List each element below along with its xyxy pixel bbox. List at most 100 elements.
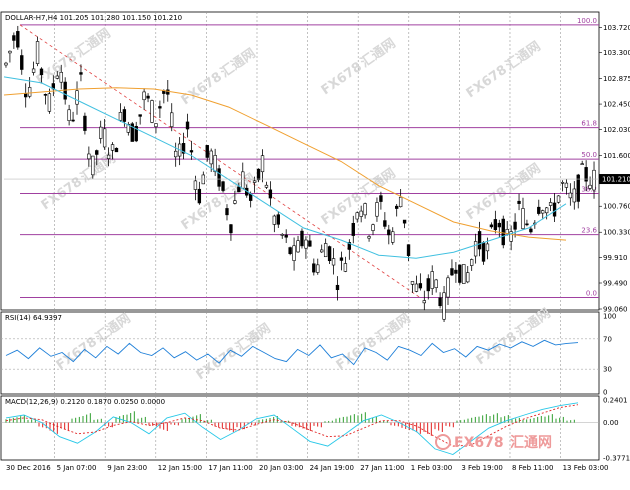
candle-bear: [217, 168, 221, 187]
candle-bear: [83, 115, 87, 131]
candle-bull: [233, 200, 237, 204]
candle-bull: [106, 154, 111, 159]
fib-level-label: 0.0: [586, 290, 597, 298]
candle-bear: [284, 234, 288, 238]
macd-tick-label: -0.3771: [603, 455, 630, 463]
candle-bear: [300, 230, 304, 247]
candle-bull: [505, 229, 509, 234]
candle-bull: [292, 245, 296, 261]
candle-bear: [20, 55, 24, 70]
x-tick-label: 8 Feb 11:00: [512, 464, 553, 472]
candle-bull: [375, 202, 379, 217]
candle-bull: [343, 263, 348, 272]
candle-bull: [296, 240, 300, 253]
candle-bear: [351, 222, 355, 236]
candle-bull: [544, 207, 549, 214]
y-tick-label: 101.600: [603, 152, 630, 160]
candle-bull: [485, 243, 490, 252]
watermark-text: 汇通网: [217, 45, 258, 80]
candle-bull: [35, 41, 40, 64]
candle-bear: [71, 119, 75, 122]
y-tick-label: 100.760: [603, 203, 630, 211]
candle-bull: [173, 150, 178, 158]
candle-bear: [537, 206, 541, 214]
candle-bear: [248, 193, 253, 201]
rsi-title: RSI(14) 64.9397: [5, 314, 62, 322]
candle-bear: [122, 109, 127, 122]
candle-bear: [493, 219, 498, 231]
candle-bear: [181, 143, 186, 154]
candle-bear: [221, 181, 225, 191]
macd-panel-frame: [0, 395, 600, 461]
y-tick-label: 103.720: [603, 24, 630, 32]
candle-bear: [16, 31, 20, 48]
macd-tick-label: 0.00: [603, 419, 619, 427]
x-tick-label: 1 Feb 03:00: [411, 464, 452, 472]
candle-bear: [458, 264, 462, 283]
candle-bull: [473, 241, 478, 257]
candle-bull: [359, 210, 363, 217]
fib-level-label: 38.2: [581, 186, 597, 194]
x-tick-label: 17 Jan 11:00: [208, 464, 252, 472]
fib-level-label: 61.8: [581, 120, 597, 128]
candle-bear: [276, 214, 280, 225]
candle-bear: [418, 283, 423, 289]
macd-tick-label: 0.2401: [603, 397, 628, 405]
y-tick-label: 102.030: [603, 126, 630, 134]
candle-bull: [102, 128, 107, 148]
candle-bear: [513, 221, 517, 230]
rsi-tick-label: 100: [603, 313, 616, 321]
candle-bull: [118, 112, 123, 121]
y-tick-label: 103.300: [603, 49, 630, 57]
candle-bear: [79, 72, 83, 75]
candle-bear: [308, 240, 312, 247]
candle-bull: [304, 239, 308, 249]
candle-bull: [548, 202, 553, 206]
candle-bull: [521, 208, 525, 230]
watermark-text: 汇通网: [357, 165, 398, 200]
candle-bear: [327, 246, 332, 262]
last-price-label: 101.210: [602, 176, 630, 184]
candle-bear: [138, 114, 142, 117]
candle-bull: [316, 264, 320, 273]
candle-bull: [556, 195, 561, 203]
watermark-brand: FX678: [194, 345, 240, 384]
candle-bear: [229, 224, 233, 234]
candle-bear: [517, 200, 521, 204]
candle-bull: [422, 300, 427, 304]
fib-level-label: 23.6: [581, 227, 597, 235]
candle-bull: [241, 171, 245, 189]
moving-averages: [3, 76, 567, 259]
candle-bull: [47, 93, 52, 112]
y-tick-label: 102.875: [603, 75, 630, 83]
x-tick-label: 24 Jan 19:00: [310, 464, 354, 472]
candle-bull: [509, 231, 513, 242]
candle-bull: [99, 126, 103, 139]
candle-bear: [225, 208, 229, 216]
candle-bull: [87, 153, 91, 160]
candle-bear: [43, 94, 48, 96]
candle-bull: [91, 155, 95, 176]
candle-bear: [426, 278, 430, 292]
candle-bear: [402, 219, 407, 224]
candle-bull: [363, 203, 367, 216]
candle-bull: [560, 182, 565, 184]
candle-bull: [541, 210, 545, 214]
candle-bear: [481, 242, 486, 262]
logo-text: 汇通网: [510, 435, 552, 451]
candle-bull: [414, 283, 419, 292]
candle-bear: [189, 150, 194, 153]
candle-bull: [466, 272, 470, 283]
candle-bear: [584, 167, 588, 182]
x-tick-label: 30 Dec 2016: [6, 464, 51, 472]
candle-bull: [252, 180, 257, 183]
watermark-brand: FX678: [179, 70, 225, 109]
candle-bull: [8, 50, 12, 54]
candle-bull: [272, 215, 277, 225]
